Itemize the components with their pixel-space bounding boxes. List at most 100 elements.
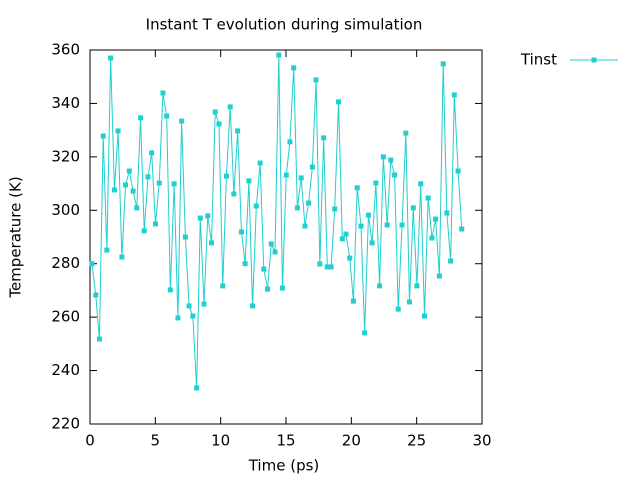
data-point bbox=[205, 213, 211, 219]
data-point bbox=[403, 130, 409, 136]
data-point bbox=[317, 261, 323, 267]
data-point bbox=[354, 185, 360, 191]
y-tick-label: 260 bbox=[51, 308, 80, 326]
data-point bbox=[343, 231, 349, 237]
data-point bbox=[104, 247, 110, 253]
data-line bbox=[91, 55, 463, 388]
data-point bbox=[429, 235, 435, 241]
data-point bbox=[362, 330, 368, 336]
data-point bbox=[197, 215, 203, 221]
data-point bbox=[123, 182, 129, 188]
data-point bbox=[294, 205, 300, 211]
data-point bbox=[223, 173, 229, 179]
legend-label: Tinst bbox=[520, 51, 557, 69]
y-tick-label: 360 bbox=[51, 41, 80, 59]
data-point bbox=[455, 168, 461, 174]
data-point bbox=[212, 109, 218, 115]
data-point bbox=[164, 113, 170, 119]
data-point bbox=[298, 175, 304, 181]
data-point bbox=[235, 128, 241, 134]
data-point bbox=[242, 261, 248, 267]
data-point bbox=[265, 286, 271, 292]
data-point bbox=[145, 174, 151, 180]
data-point bbox=[339, 236, 345, 242]
data-point bbox=[175, 315, 181, 321]
data-point bbox=[96, 336, 102, 342]
data-point bbox=[227, 104, 233, 110]
data-point bbox=[309, 164, 315, 170]
y-tick-label: 220 bbox=[51, 415, 80, 433]
data-point bbox=[302, 223, 308, 229]
y-tick-label: 320 bbox=[51, 147, 80, 165]
data-point bbox=[272, 249, 278, 255]
x-tick-label: 0 bbox=[85, 432, 95, 450]
x-tick-label: 20 bbox=[342, 432, 361, 450]
data-point bbox=[194, 385, 200, 391]
data-point bbox=[451, 92, 457, 98]
x-tick-label: 15 bbox=[276, 432, 295, 450]
data-point bbox=[395, 306, 401, 312]
data-point bbox=[156, 180, 162, 186]
y-tick-label: 340 bbox=[51, 94, 80, 112]
data-point bbox=[261, 266, 267, 272]
data-point bbox=[392, 172, 398, 178]
data-point bbox=[93, 292, 99, 298]
data-point bbox=[253, 203, 259, 209]
data-point bbox=[171, 181, 177, 187]
data-point bbox=[190, 313, 196, 319]
x-tick-label: 30 bbox=[472, 432, 491, 450]
data-point bbox=[336, 99, 342, 105]
data-point bbox=[138, 115, 144, 121]
chart-title: Instant T evolution during simulation bbox=[146, 16, 423, 34]
data-point bbox=[152, 221, 158, 227]
data-point bbox=[130, 188, 136, 194]
data-point bbox=[347, 255, 353, 261]
data-point bbox=[410, 205, 416, 211]
data-point bbox=[108, 55, 114, 61]
plot-frame bbox=[89, 49, 483, 425]
data-point bbox=[111, 187, 117, 193]
y-tick-label: 300 bbox=[51, 201, 80, 219]
data-point bbox=[149, 150, 155, 156]
data-point bbox=[179, 118, 185, 124]
y-tick-label: 240 bbox=[51, 361, 80, 379]
data-point bbox=[459, 226, 465, 232]
data-point bbox=[276, 52, 282, 58]
data-point bbox=[399, 222, 405, 228]
data-point bbox=[201, 301, 207, 307]
data-point bbox=[268, 241, 274, 247]
data-point bbox=[141, 228, 147, 234]
data-point bbox=[313, 77, 319, 83]
data-point bbox=[321, 135, 327, 141]
data-point bbox=[406, 299, 412, 305]
data-point bbox=[324, 264, 330, 270]
data-point bbox=[115, 128, 121, 134]
x-axis-label: Time (ps) bbox=[248, 457, 320, 475]
x-tick-label: 5 bbox=[151, 432, 161, 450]
data-point bbox=[380, 154, 386, 160]
data-point bbox=[134, 205, 140, 211]
data-point bbox=[291, 65, 297, 71]
legend-marker bbox=[591, 57, 597, 63]
y-tick-label: 280 bbox=[51, 254, 80, 272]
x-tick-label: 25 bbox=[407, 432, 426, 450]
data-point bbox=[422, 313, 428, 319]
data-point bbox=[257, 160, 263, 166]
data-point bbox=[100, 133, 106, 139]
data-point bbox=[444, 210, 450, 216]
data-point bbox=[89, 261, 95, 267]
data-point bbox=[436, 273, 442, 279]
data-point bbox=[250, 303, 256, 309]
data-point bbox=[182, 234, 188, 240]
data-point bbox=[231, 191, 237, 197]
data-point bbox=[216, 121, 222, 127]
data-point bbox=[350, 298, 356, 304]
data-point bbox=[425, 195, 431, 201]
data-point bbox=[384, 222, 390, 228]
data-point bbox=[369, 240, 375, 246]
data-point bbox=[238, 229, 244, 235]
data-point bbox=[377, 283, 383, 289]
data-point bbox=[448, 258, 454, 264]
data-point bbox=[418, 181, 424, 187]
